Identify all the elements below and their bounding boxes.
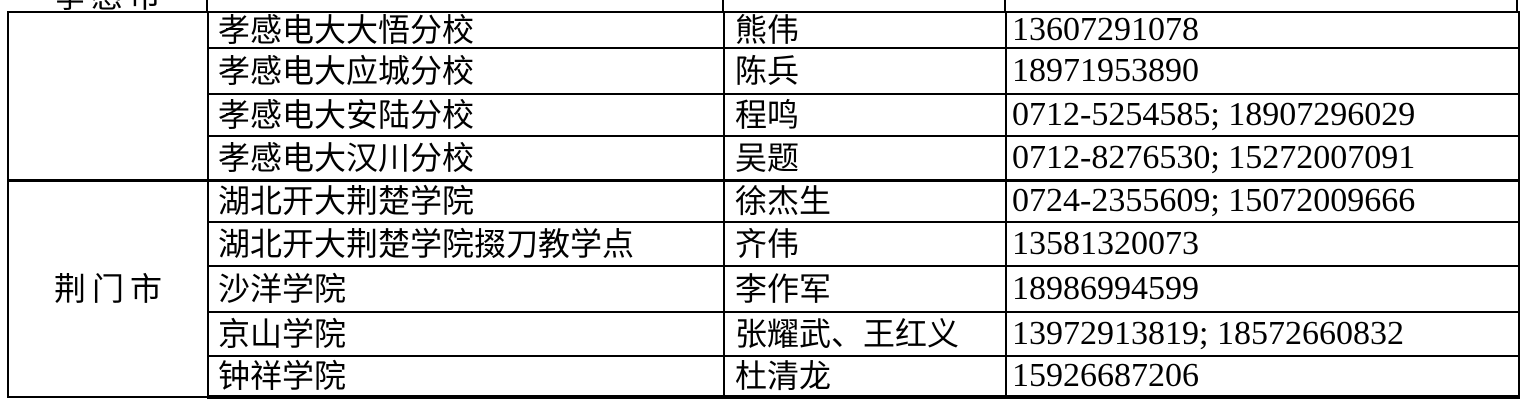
phone-cell: 0712-8276530; 15272007091 xyxy=(1005,135,1520,181)
table-row: 荆门市 湖北开大荆楚学院 徐杰生 0724-2355609; 150720096… xyxy=(7,178,1520,398)
school-cell: 沙洋学院 xyxy=(207,265,725,313)
table-row: 孝感电大大悟分校 熊伟 13607291078 xyxy=(7,11,1520,181)
phone-cell: 0712-5254585; 18907296029 xyxy=(1005,93,1520,137)
contact-cell: 李作军 xyxy=(723,265,1007,313)
contact-cell: 吴题 xyxy=(723,135,1007,181)
phone-cell: 18971953890 xyxy=(1005,47,1520,95)
city-cell-xiaogan xyxy=(7,11,209,181)
school-cell: 京山学院 xyxy=(207,311,725,357)
city-label-xiaogan-clipped: 孝感市 xyxy=(10,0,210,12)
column-border-stub xyxy=(206,0,208,13)
column-border-stub xyxy=(722,0,724,13)
contact-cell: 张耀武、王红义 xyxy=(723,311,1007,357)
contact-cell: 陈兵 xyxy=(723,47,1007,95)
contact-cell: 齐伟 xyxy=(723,221,1007,267)
table-row: 孝感电大汉川分校 吴题 0712-8276530; 15272007091 xyxy=(8,135,1520,181)
phone-cell: 13607291078 xyxy=(1005,11,1520,49)
school-cell: 湖北开大荆楚学院 xyxy=(207,178,725,223)
table-row: 钟祥学院 杜清龙 15926687206 xyxy=(8,355,1520,399)
contact-cell: 徐杰生 xyxy=(723,178,1007,223)
contact-cell: 熊伟 xyxy=(723,11,1007,49)
contact-table: 孝感电大大悟分校 熊伟 13607291078 孝感电大应城分校 陈兵 1897… xyxy=(7,11,1520,399)
contact-cell: 杜清龙 xyxy=(723,355,1007,399)
column-border-stub xyxy=(1004,0,1006,13)
school-cell: 孝感电大应城分校 xyxy=(207,47,725,95)
school-cell: 孝感电大大悟分校 xyxy=(207,11,725,49)
phone-cell: 18986994599 xyxy=(1005,265,1520,313)
phone-cell: 13972913819; 18572660832 xyxy=(1005,311,1520,357)
table-row: 湖北开大荆楚学院掇刀教学点 齐伟 13581320073 xyxy=(8,221,1520,267)
table-row: 孝感电大应城分校 陈兵 18971953890 xyxy=(8,47,1520,95)
table-row: 孝感电大安陆分校 程鸣 0712-5254585; 18907296029 xyxy=(8,93,1520,137)
school-cell: 孝感电大汉川分校 xyxy=(207,135,725,181)
table-row: 京山学院 张耀武、王红义 13972913819; 18572660832 xyxy=(8,311,1520,357)
city-cell-jingmen: 荆门市 xyxy=(7,178,209,398)
school-cell: 钟祥学院 xyxy=(207,355,725,399)
phone-cell: 15926687206 xyxy=(1005,355,1520,399)
school-cell: 湖北开大荆楚学院掇刀教学点 xyxy=(207,221,725,267)
phone-cell: 13581320073 xyxy=(1005,221,1520,267)
column-border-stub xyxy=(1516,0,1518,13)
contact-cell: 程鸣 xyxy=(723,93,1007,137)
phone-cell: 0724-2355609; 15072009666 xyxy=(1005,178,1520,223)
table-row: 沙洋学院 李作军 18986994599 xyxy=(8,265,1520,313)
school-cell: 孝感电大安陆分校 xyxy=(207,93,725,137)
